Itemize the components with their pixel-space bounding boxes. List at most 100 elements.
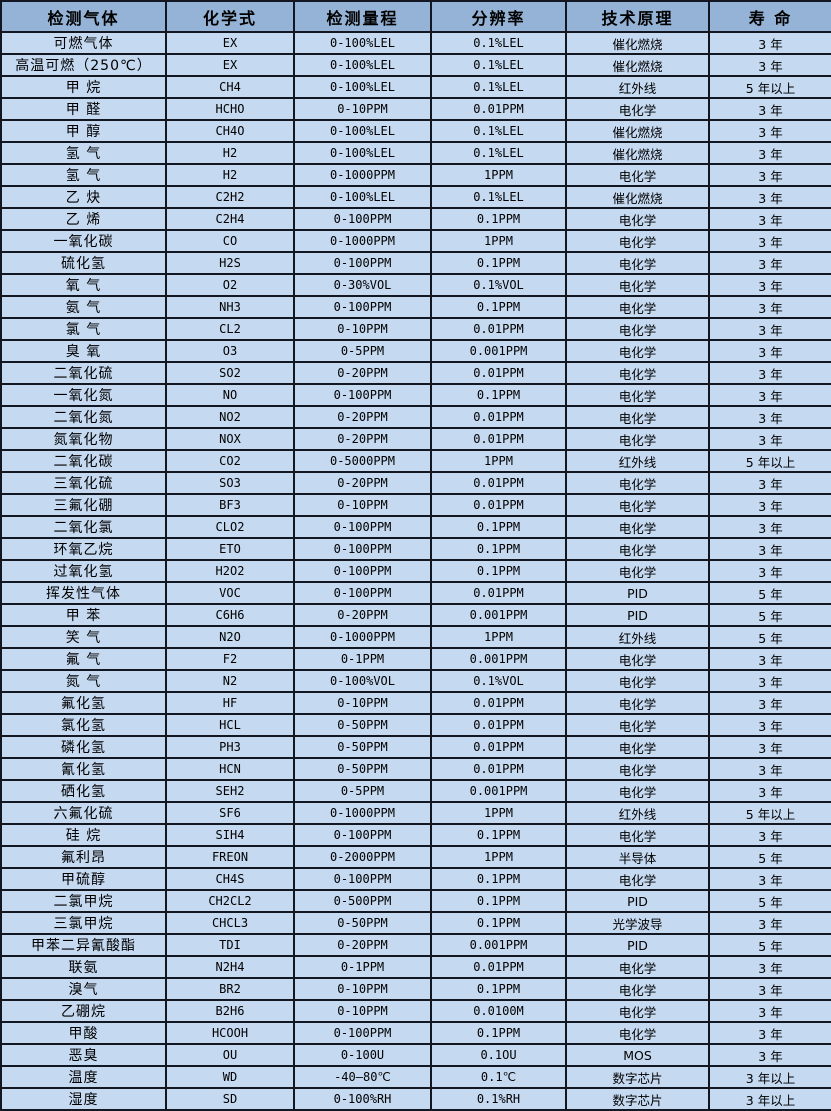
cell-range: 0-100PPM: [293, 383, 432, 407]
cell-lifespan: 3 年: [708, 537, 831, 561]
cell-resolution: 0.01PPM: [430, 317, 567, 341]
table-row: 氨 气 NH3 0-100PPM 0.1PPM 电化学 3 年: [0, 295, 831, 319]
cell-resolution: 0.1%LEL: [430, 141, 567, 165]
cell-principle: 电化学: [565, 823, 710, 847]
cell-gas: 甲 烷: [0, 75, 167, 99]
cell-principle: 电化学: [565, 669, 710, 693]
cell-range: 0-10PPM: [293, 97, 432, 121]
cell-lifespan: 5 年: [708, 603, 831, 627]
cell-gas: 环氧乙烷: [0, 537, 167, 561]
cell-lifespan: 3 年: [708, 713, 831, 737]
cell-range: 0-1000PPM: [293, 229, 432, 253]
cell-formula: SF6: [165, 801, 295, 825]
cell-resolution: 0.01PPM: [430, 97, 567, 121]
cell-resolution: 0.01PPM: [430, 691, 567, 715]
cell-lifespan: 5 年: [708, 625, 831, 649]
cell-formula: SO2: [165, 361, 295, 385]
cell-lifespan: 3 年: [708, 97, 831, 121]
cell-principle: 电化学: [565, 515, 710, 539]
cell-lifespan: 3 年: [708, 735, 831, 759]
table-row: 甲 苯 C6H6 0-20PPM 0.001PPM PID 5 年: [0, 603, 831, 627]
cell-formula: HCOOH: [165, 1021, 295, 1045]
cell-lifespan: 3 年: [708, 295, 831, 319]
cell-range: 0-100PPM: [293, 515, 432, 539]
cell-gas: 乙 炔: [0, 185, 167, 209]
cell-resolution: 0.1%VOL: [430, 669, 567, 693]
cell-range: 0-30%VOL: [293, 273, 432, 297]
cell-resolution: 0.1%LEL: [430, 119, 567, 143]
cell-range: 0-100%LEL: [293, 53, 432, 77]
cell-principle: 电化学: [565, 251, 710, 275]
cell-lifespan: 3 年: [708, 405, 831, 429]
cell-formula: EX: [165, 53, 295, 77]
cell-gas: 二氧化碳: [0, 449, 167, 473]
table-row: 三氟化硼 BF3 0-10PPM 0.01PPM 电化学 3 年: [0, 493, 831, 517]
cell-lifespan: 3 年: [708, 823, 831, 847]
table-row: 乙硼烷 B2H6 0-10PPM 0.0100M 电化学 3 年: [0, 999, 831, 1023]
cell-resolution: 0.01PPM: [430, 493, 567, 517]
cell-range: 0-100%LEL: [293, 75, 432, 99]
cell-lifespan: 3 年: [708, 757, 831, 781]
table-row: 溴气 BR2 0-10PPM 0.1PPM 电化学 3 年: [0, 977, 831, 1001]
cell-formula: N2: [165, 669, 295, 693]
cell-principle: 电化学: [565, 427, 710, 451]
cell-gas: 甲苯二异氰酸酯: [0, 933, 167, 957]
cell-gas: 氮氧化物: [0, 427, 167, 451]
cell-principle: 电化学: [565, 559, 710, 583]
cell-resolution: 0.1PPM: [430, 977, 567, 1001]
cell-lifespan: 3 年: [708, 207, 831, 231]
cell-range: 0-1PPM: [293, 647, 432, 671]
cell-formula: CL2: [165, 317, 295, 341]
cell-principle: 电化学: [565, 295, 710, 319]
table-row: 可燃气体 EX 0-100%LEL 0.1%LEL 催化燃烧 3 年: [0, 31, 831, 55]
table-row: 乙 烯 C2H4 0-100PPM 0.1PPM 电化学 3 年: [0, 207, 831, 231]
cell-principle: 电化学: [565, 383, 710, 407]
cell-formula: H2: [165, 163, 295, 187]
cell-formula: C2H4: [165, 207, 295, 231]
cell-range: 0-20PPM: [293, 933, 432, 957]
cell-formula: CO2: [165, 449, 295, 473]
cell-formula: VOC: [165, 581, 295, 605]
cell-gas: 氨 气: [0, 295, 167, 319]
cell-principle: PID: [565, 603, 710, 627]
cell-gas: 硒化氢: [0, 779, 167, 803]
cell-lifespan: 3 年: [708, 273, 831, 297]
cell-gas: 磷化氢: [0, 735, 167, 759]
column-header-range: 检测量程: [293, 0, 432, 33]
cell-range: 0-100PPM: [293, 537, 432, 561]
cell-range: -40—80℃: [293, 1065, 432, 1089]
table-row: 氢 气 H2 0-1000PPM 1PPM 电化学 3 年: [0, 163, 831, 187]
table-row: 三氯甲烷 CHCL3 0-50PPM 0.1PPM 光学波导 3 年: [0, 911, 831, 935]
cell-gas: 三氟化硼: [0, 493, 167, 517]
cell-lifespan: 3 年以上: [708, 1087, 831, 1111]
cell-principle: 电化学: [565, 691, 710, 715]
cell-principle: 电化学: [565, 537, 710, 561]
cell-resolution: 0.1%LEL: [430, 185, 567, 209]
cell-range: 0-50PPM: [293, 735, 432, 759]
cell-resolution: 0.1PPM: [430, 889, 567, 913]
table-row: 二氯甲烷 CH2CL2 0-500PPM 0.1PPM PID 5 年: [0, 889, 831, 913]
cell-resolution: 1PPM: [430, 449, 567, 473]
cell-range: 0-100%LEL: [293, 185, 432, 209]
table-body: 可燃气体 EX 0-100%LEL 0.1%LEL 催化燃烧 3 年高温可燃（250℃） E…: [0, 31, 831, 1111]
header-row: 检测气体 化学式 检测量程 分辨率 技术原理 寿 命: [0, 0, 831, 33]
cell-lifespan: 5 年: [708, 933, 831, 957]
cell-range: 0-20PPM: [293, 603, 432, 627]
table-row: 氮氧化物 NOX 0-20PPM 0.01PPM 电化学 3 年: [0, 427, 831, 451]
cell-resolution: 0.1PPM: [430, 295, 567, 319]
cell-lifespan: 3 年: [708, 669, 831, 693]
cell-lifespan: 3 年: [708, 999, 831, 1023]
cell-gas: 氯化氢: [0, 713, 167, 737]
cell-resolution: 0.001PPM: [430, 339, 567, 363]
table-row: 硒化氢 SEH2 0-5PPM 0.001PPM 电化学 3 年: [0, 779, 831, 803]
cell-formula: CHCL3: [165, 911, 295, 935]
cell-gas: 可燃气体: [0, 31, 167, 55]
cell-range: 0-20PPM: [293, 361, 432, 385]
table-row: 氟化氢 HF 0-10PPM 0.01PPM 电化学 3 年: [0, 691, 831, 715]
cell-formula: CH4: [165, 75, 295, 99]
cell-principle: 电化学: [565, 405, 710, 429]
cell-principle: 电化学: [565, 977, 710, 1001]
cell-principle: 电化学: [565, 867, 710, 891]
cell-resolution: 0.001PPM: [430, 603, 567, 627]
cell-gas: 溴气: [0, 977, 167, 1001]
